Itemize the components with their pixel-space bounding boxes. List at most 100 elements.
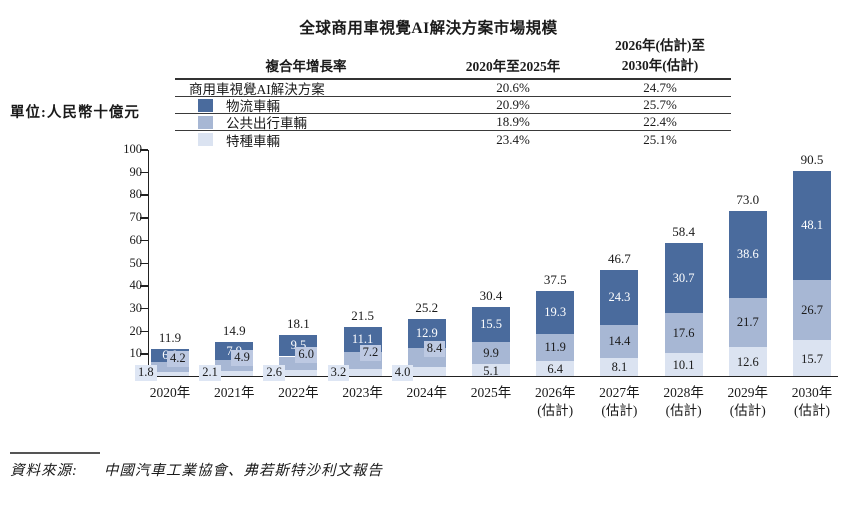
- x-axis-label: 2029年 (估計): [727, 385, 769, 419]
- segment-value-special: 2.1: [199, 365, 221, 381]
- bar-segment-special: [343, 368, 382, 376]
- cagr-header-2026-2030-line2: 2030年(估計): [621, 57, 699, 73]
- cagr-table: 複合年增長率 2020年至2025年 2026年(估計)至 2030年(估計) …: [175, 36, 731, 149]
- segment-value-public-transit: 4.2: [167, 351, 189, 368]
- bar-total-label: 18.1: [287, 315, 310, 331]
- y-tick-label: 90: [129, 164, 143, 179]
- row-label: 公共出行車輛: [226, 116, 307, 132]
- y-tick-mark: [140, 239, 148, 242]
- segment-value-public-transit: 26.7: [801, 302, 823, 317]
- segment-value-special: 3.2: [327, 365, 350, 381]
- y-axis: 0102030405060708090100: [96, 142, 143, 395]
- segment-value-special: 5.1: [483, 363, 499, 378]
- x-axis-label: 2030年 (估計): [791, 385, 833, 419]
- table-row-total: 商用車視覺AI解決方案 20.6% 24.7%: [175, 80, 731, 98]
- bar-total-label: 30.4: [479, 287, 503, 303]
- x-axis-label: 2022年: [278, 385, 319, 400]
- bar-total-label: 90.5: [800, 151, 824, 167]
- y-tick-mark: [140, 194, 148, 196]
- segment-value-logistics: 24.3: [608, 289, 631, 304]
- bar-total-label: 11.9: [158, 329, 182, 345]
- bar-total-label: 73.0: [736, 191, 760, 207]
- segment-value-special: 15.7: [801, 351, 823, 366]
- bar-segment-public-transit: [472, 341, 510, 365]
- row-cagr-2020-2025: 23.4%: [496, 131, 530, 147]
- x-axis-label: 2024年: [406, 385, 448, 400]
- segment-value-special: 1.8: [135, 365, 157, 381]
- cagr-header-2026-2030-line1: 2026年(估計)至: [615, 38, 705, 53]
- x-axis-label: 2021年: [213, 385, 255, 400]
- segment-value-special: 2.6: [263, 365, 286, 381]
- y-tick-label: 30: [129, 300, 143, 315]
- y-tick-label: 80: [129, 187, 143, 202]
- bar-segment-special: [407, 366, 446, 376]
- row-label: 商用車視覺AI解決方案: [189, 82, 325, 98]
- segment-value-logistics: 12.9: [415, 325, 438, 340]
- segment-value-public-transit: 14.4: [608, 333, 631, 348]
- segment-value-logistics: 11.1: [351, 332, 374, 347]
- segment-value-special: 10.1: [672, 358, 695, 373]
- bar-segment-logistics: [793, 170, 831, 280]
- x-axis-label: 2023年: [342, 385, 383, 400]
- bar-segment-special: [151, 371, 189, 376]
- source-prefix: 資料來源:: [10, 463, 78, 479]
- segment-value-public-transit: 21.7: [736, 315, 759, 330]
- bar-segment-public-transit: [600, 324, 639, 358]
- bar-segment-public-transit: [151, 362, 189, 372]
- segment-value-public-transit: 7.2: [359, 344, 382, 361]
- row-cagr-2020-2025: 20.6%: [496, 80, 530, 96]
- bar-segment-public-transit: [728, 298, 767, 348]
- segment-value-special: 6.4: [547, 362, 563, 377]
- bar-segment-special: [472, 364, 510, 376]
- y-tick-label: 50: [129, 255, 143, 270]
- row-cagr-2026-2030: 25.7%: [643, 97, 677, 113]
- bar-segment-logistics: [472, 306, 510, 342]
- bar-segment-public-transit: [536, 334, 575, 362]
- y-tick-label: 60: [129, 232, 143, 247]
- row-cagr-2026-2030: 22.4%: [643, 114, 677, 130]
- page-title: 全球商用車視覺AI解決方案市場規模: [299, 20, 558, 37]
- bar-segment-public-transit: [664, 313, 703, 354]
- segment-value-public-transit: 4.9: [231, 349, 253, 366]
- bar-total-label: 21.5: [351, 308, 374, 324]
- segment-value-special: 8.1: [611, 360, 628, 375]
- bar-segment-special: [536, 361, 575, 376]
- row-cagr-2020-2025: 20.9%: [496, 97, 530, 113]
- legend-swatch-public-transit: [198, 115, 213, 129]
- x-axis-label: 2025年: [470, 385, 512, 400]
- y-tick-mark: [140, 262, 148, 264]
- row-cagr-2026-2030: 24.7%: [643, 80, 677, 96]
- bar-segment-special: [279, 370, 318, 376]
- segment-value-logistics: 15.5: [480, 316, 502, 331]
- table-row-special: 特種車輛 23.4% 25.1%: [175, 131, 731, 149]
- source-note: 資料來源: 中國汽車工業協會、弗若斯特沙利文報告: [10, 459, 383, 480]
- cagr-header-2026-2030: 2026年(估計)至 2030年(估計): [589, 36, 731, 75]
- segment-value-logistics: 19.3: [544, 305, 567, 320]
- y-tick-mark: [140, 285, 148, 287]
- segment-value-logistics: 48.1: [801, 217, 823, 232]
- y-tick-mark: [140, 171, 148, 174]
- legend-swatch-special: [198, 133, 213, 147]
- row-label: 物流車輛: [226, 99, 280, 115]
- y-tick-label: 20: [129, 323, 143, 338]
- plot-area: 6.04.21.811.92020年7.94.92.114.92021年9.56…: [135, 149, 838, 418]
- bar-total-label: 58.4: [672, 224, 695, 240]
- segment-value-logistics: 38.6: [736, 246, 759, 261]
- segment-value-public-transit: 11.9: [544, 340, 566, 355]
- segment-value-public-transit: 9.9: [483, 345, 499, 360]
- bar-segment-special: [664, 353, 703, 376]
- y-tick-label: 10: [129, 346, 143, 361]
- y-tick-label: 40: [129, 278, 143, 293]
- row-cagr-2026-2030: 25.1%: [643, 131, 677, 147]
- table-row-logistics: 物流車輛 20.9% 25.7%: [175, 97, 731, 115]
- cagr-table-header: 複合年增長率 2020年至2025年 2026年(估計)至 2030年(估計): [175, 36, 731, 81]
- x-axis-label: 2028年 (估計): [663, 385, 704, 419]
- y-tick-mark: [140, 353, 148, 355]
- bar-segment-logistics: [600, 269, 639, 325]
- table-row-public-transit: 公共出行車輛 18.9% 22.4%: [175, 114, 731, 132]
- bar-total-label: 46.7: [608, 250, 631, 266]
- segment-value-logistics: 30.7: [672, 270, 695, 285]
- y-axis-unit-label: 單位:人民幣十億元: [10, 105, 140, 121]
- row-cagr-2020-2025: 18.9%: [496, 114, 530, 130]
- y-tick-mark: [140, 217, 148, 219]
